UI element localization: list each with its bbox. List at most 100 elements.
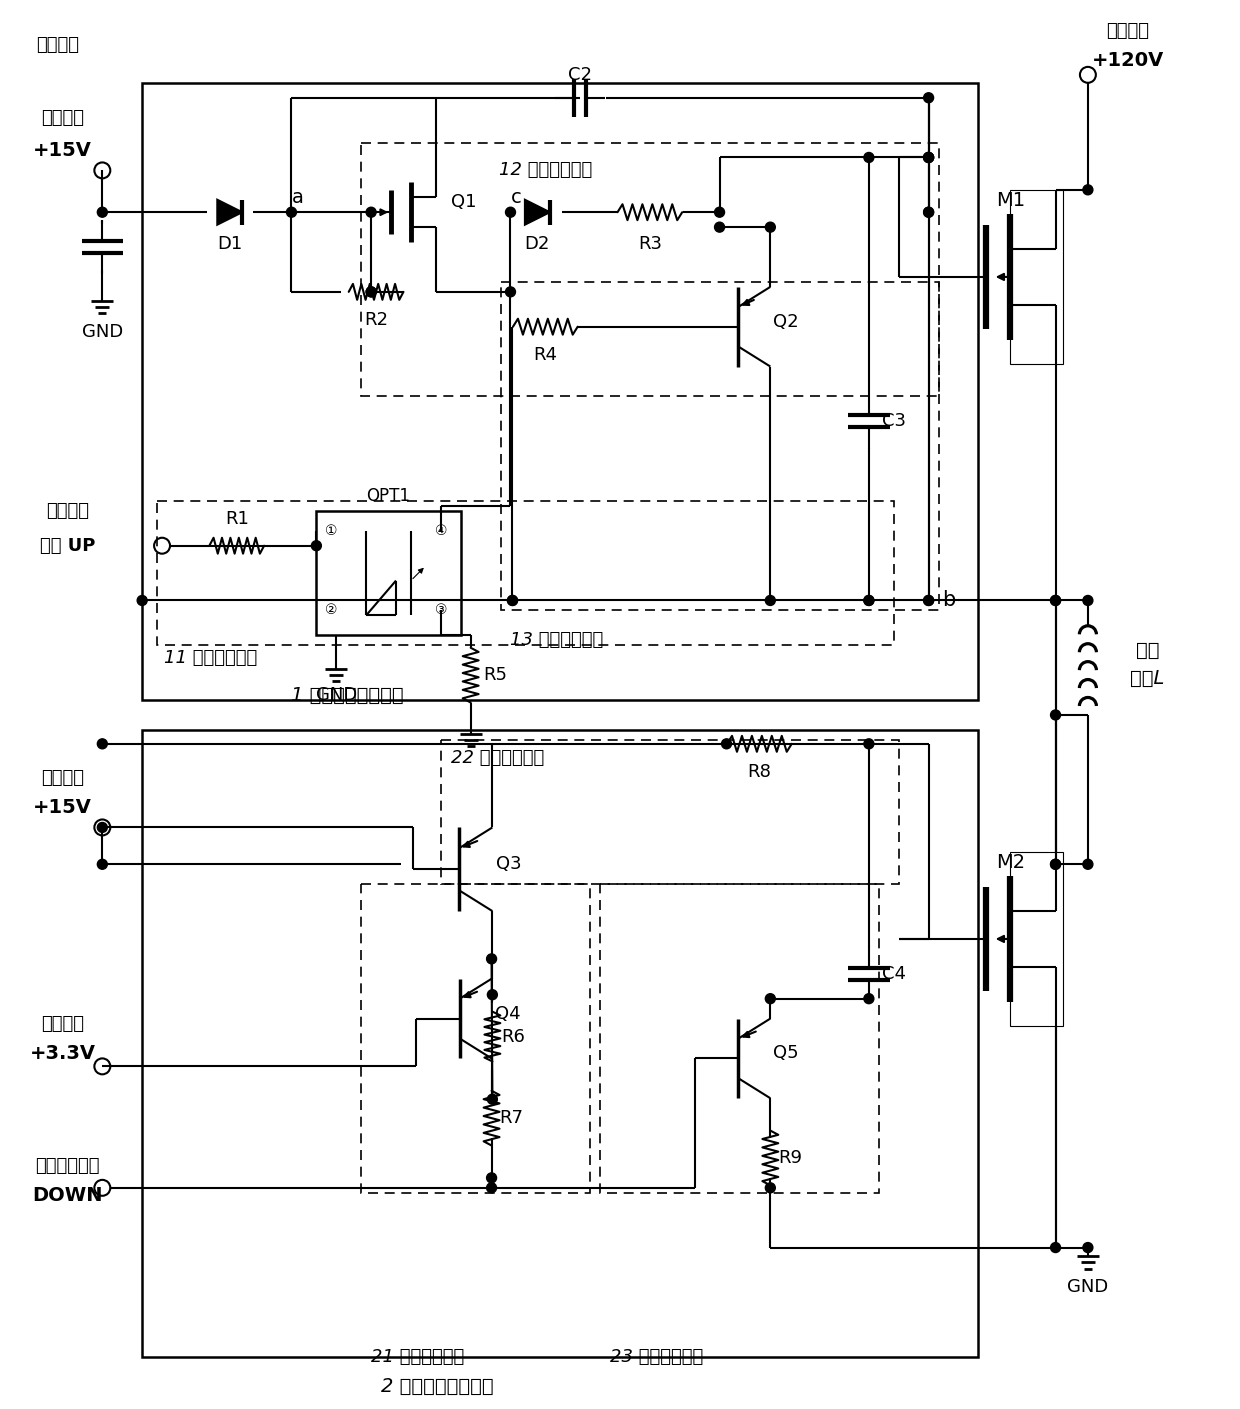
Polygon shape [217, 200, 242, 224]
Text: ①: ① [325, 524, 337, 538]
Bar [361, 142, 939, 396]
Text: D2: D2 [525, 235, 551, 254]
Circle shape [864, 152, 874, 162]
Text: R9: R9 [779, 1148, 802, 1167]
Circle shape [98, 859, 108, 869]
Circle shape [98, 207, 108, 217]
Circle shape [714, 207, 724, 217]
Text: 电机: 电机 [1136, 641, 1159, 659]
Circle shape [924, 93, 934, 103]
Circle shape [507, 596, 517, 606]
Circle shape [765, 1182, 775, 1193]
Text: +15V: +15V [33, 141, 92, 161]
Text: C2: C2 [568, 66, 593, 83]
Circle shape [98, 823, 108, 833]
Text: Q2: Q2 [774, 313, 799, 331]
Text: 12 第一充电电路: 12 第一充电电路 [498, 162, 591, 179]
Circle shape [1083, 596, 1092, 606]
Text: +120V: +120V [1091, 51, 1164, 70]
Circle shape [864, 596, 874, 606]
Text: R8: R8 [748, 762, 771, 781]
Text: Q1: Q1 [451, 193, 476, 211]
Text: R2: R2 [365, 311, 388, 328]
Circle shape [98, 738, 108, 748]
Text: Q5: Q5 [774, 1044, 799, 1062]
Circle shape [765, 223, 775, 232]
Circle shape [366, 207, 376, 217]
Circle shape [487, 989, 497, 999]
Bar [316, 511, 461, 635]
Text: R3: R3 [637, 235, 662, 254]
Bar [600, 885, 879, 1193]
Circle shape [864, 993, 874, 1003]
Text: 2 下开关管驱动电路: 2 下开关管驱动电路 [381, 1378, 494, 1396]
Polygon shape [525, 200, 549, 224]
Circle shape [1050, 596, 1060, 606]
Circle shape [507, 596, 517, 606]
Circle shape [1050, 859, 1060, 869]
Circle shape [1083, 185, 1092, 194]
Text: M1: M1 [996, 190, 1025, 210]
Circle shape [311, 541, 321, 551]
Circle shape [924, 207, 934, 217]
Circle shape [1050, 1243, 1060, 1253]
Circle shape [366, 287, 376, 297]
Text: ②: ② [325, 603, 337, 617]
Bar [157, 502, 894, 645]
Circle shape [864, 596, 874, 606]
Text: OPT1: OPT1 [366, 488, 410, 504]
Text: 11 第一开关电路: 11 第一开关电路 [164, 650, 258, 668]
Circle shape [487, 1095, 497, 1105]
Text: R4: R4 [533, 345, 557, 364]
Circle shape [506, 287, 516, 297]
Text: Q4: Q4 [495, 1005, 521, 1023]
Circle shape [138, 596, 148, 606]
Bar [143, 83, 978, 700]
Bar [143, 730, 978, 1357]
Text: +15V: +15V [33, 797, 92, 817]
Text: 1 上开关管驱动电路: 1 上开关管驱动电路 [291, 686, 404, 704]
Text: R5: R5 [484, 666, 507, 685]
Text: 功率电源: 功率电源 [36, 37, 79, 54]
Text: R6: R6 [501, 1027, 526, 1045]
Circle shape [1083, 859, 1092, 869]
Circle shape [366, 287, 376, 297]
Circle shape [924, 152, 934, 162]
Bar [1011, 852, 1063, 1026]
Bar [501, 282, 939, 610]
Circle shape [924, 596, 934, 606]
Bar [440, 740, 899, 885]
Text: GND: GND [82, 323, 123, 341]
Text: R7: R7 [500, 1109, 523, 1127]
Text: b: b [942, 590, 955, 610]
Text: Q3: Q3 [496, 855, 522, 874]
Text: C4: C4 [882, 965, 905, 983]
Circle shape [1050, 596, 1060, 606]
Text: 驱动电源: 驱动电源 [41, 108, 84, 127]
Circle shape [864, 738, 874, 748]
Circle shape [722, 738, 732, 748]
Text: 13 第一放电电路: 13 第一放电电路 [511, 631, 604, 650]
Text: ④: ④ [434, 524, 448, 538]
Text: c: c [511, 187, 522, 207]
Text: M2: M2 [996, 852, 1025, 872]
Circle shape [924, 596, 934, 606]
Bar [361, 885, 590, 1193]
Circle shape [486, 954, 496, 964]
Circle shape [506, 207, 516, 217]
Circle shape [1083, 1243, 1092, 1253]
Text: 信号 UP: 信号 UP [40, 537, 95, 555]
Text: 23 第二放电电路: 23 第二放电电路 [610, 1348, 703, 1367]
Circle shape [714, 223, 724, 232]
Circle shape [286, 207, 296, 217]
Text: 上管驱动: 上管驱动 [46, 502, 89, 520]
Circle shape [486, 1172, 496, 1182]
Text: +3.3V: +3.3V [30, 1044, 95, 1062]
Circle shape [924, 152, 934, 162]
Circle shape [765, 993, 775, 1003]
Text: 22 第二充电电路: 22 第二充电电路 [451, 748, 544, 766]
Text: 下管驱动信号: 下管驱动信号 [35, 1157, 99, 1175]
Text: GND: GND [316, 686, 357, 704]
Text: 驱动电源: 驱动电源 [41, 769, 84, 786]
Circle shape [924, 207, 934, 217]
